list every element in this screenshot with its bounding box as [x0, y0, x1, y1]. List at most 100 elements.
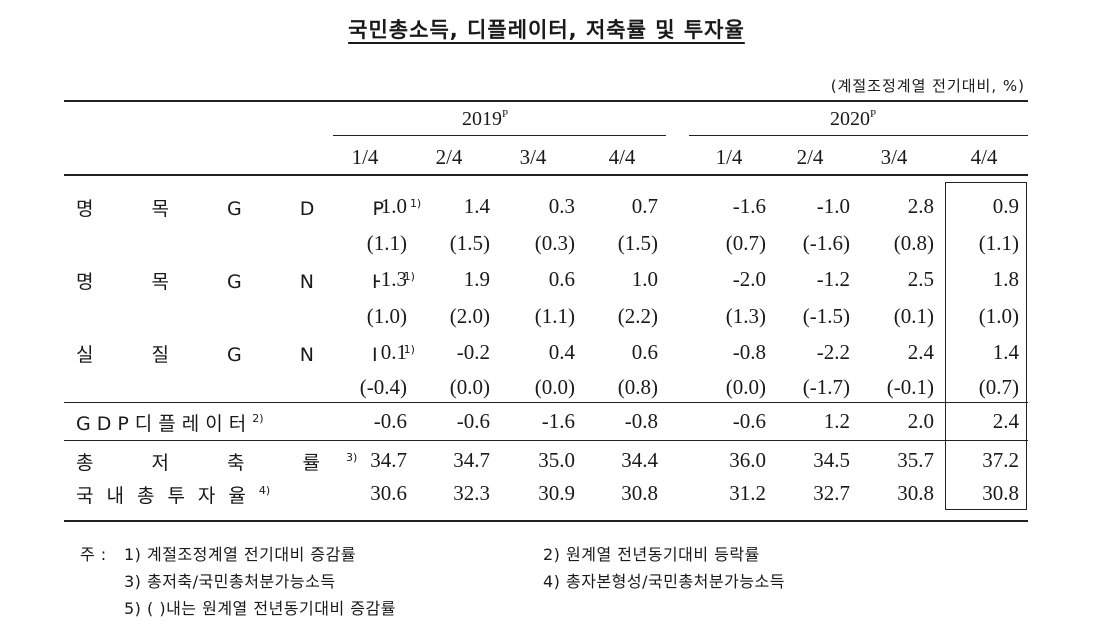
table-cell: (-0.4) [359, 375, 407, 399]
table-cell: -1.0 [816, 194, 850, 218]
table-cell: -0.6 [456, 409, 490, 433]
table-cell: (-1.5) [802, 304, 850, 328]
table-cell: 30.9 [538, 481, 575, 505]
note-3: 3) 총저축/국민총처분가능소득 [124, 572, 336, 591]
table-cell: 37.2 [982, 448, 1019, 472]
table-cell: (0.1) [893, 304, 934, 328]
table-cell: -1.6 [732, 194, 766, 218]
table-cell: 1.0 [631, 267, 658, 291]
row-label: 명 목 G N I1) [76, 267, 415, 294]
row-label-footnote: 1) [403, 343, 415, 356]
table-title: 국민총소득, 디플레이터, 저축률 및 투자율 [348, 18, 745, 42]
table-cell: (0.8) [617, 375, 658, 399]
table-cell: -2.2 [816, 340, 850, 364]
table-cell: -1.2 [816, 267, 850, 291]
year-2020-rule [689, 135, 1028, 136]
table-cell: (0.7) [978, 375, 1019, 399]
table-cell: 1.4 [992, 340, 1019, 364]
row-label-footnote: 2) [252, 412, 264, 425]
table-cell: 35.0 [538, 448, 575, 472]
note-1: 1) 계절조정계열 전기대비 증감률 [124, 545, 357, 564]
table-cell: 35.7 [897, 448, 934, 472]
row-label-footnote: 3) [346, 451, 358, 464]
table-cell: (0.8) [893, 231, 934, 255]
unit-label: (계절조정계열 전기대비, %) [830, 77, 1025, 95]
note-4: 4) 총자본형성/국민총처분가능소득 [543, 572, 785, 591]
quarter-header: 1/4 [351, 145, 379, 169]
quarter-header: 1/4 [715, 145, 743, 169]
deflator-top-rule [64, 402, 1028, 403]
row-label-text: 명 목 G N I [76, 271, 404, 293]
table-cell: 36.0 [729, 448, 766, 472]
table-cell: 30.8 [982, 481, 1019, 505]
table-cell: (1.1) [534, 304, 575, 328]
table-cell: (1.5) [617, 231, 658, 255]
table-cell: 0.1 [380, 340, 407, 364]
notes-prefix: 주 : [80, 545, 107, 564]
table-cell: 32.3 [453, 481, 490, 505]
table-cell: (-1.7) [802, 375, 850, 399]
table-cell: 2.4 [992, 409, 1019, 433]
table-cell: 0.6 [631, 340, 658, 364]
table-cell: (0.7) [725, 231, 766, 255]
table-cell: (0.3) [534, 231, 575, 255]
table-cell: -0.6 [373, 409, 407, 433]
table-cell: -2.0 [732, 267, 766, 291]
table-cell: 1.4 [463, 194, 490, 218]
table-cell: 2.5 [907, 267, 934, 291]
row-label-text: 명 목 G D P [76, 198, 410, 220]
table-cell: -1.0 [373, 194, 407, 218]
row-label-text: 실 질 G N I [76, 344, 404, 366]
table-cell: 31.2 [729, 481, 766, 505]
table-cell: 2.8 [907, 194, 934, 218]
table-cell: -0.8 [624, 409, 658, 433]
quarter-header: 4/4 [608, 145, 636, 169]
table-cell: 0.7 [631, 194, 658, 218]
deflator-bottom-rule [64, 440, 1028, 441]
row-label: 명 목 G D P1) [76, 194, 421, 221]
table-cell: -0.8 [732, 340, 766, 364]
table-cell: 30.6 [370, 481, 407, 505]
table-cell: 32.7 [813, 481, 850, 505]
table-cell: -1.3 [373, 267, 407, 291]
header-rule [64, 174, 1028, 176]
row-label: 국내총투자율4) [76, 481, 296, 508]
table-cell: (1.5) [449, 231, 490, 255]
table-cell: 34.5 [813, 448, 850, 472]
table-cell: (-1.6) [802, 231, 850, 255]
note-2: 2) 원계열 전년동기대비 등락률 [543, 545, 760, 564]
row-label-footnote: 4) [258, 484, 271, 497]
table-cell: (-0.1) [886, 375, 934, 399]
table-cell: 30.8 [897, 481, 934, 505]
row-label-text: GDP디플레이터 [76, 413, 253, 435]
row-label-footnote: 1) [409, 197, 422, 210]
table-cell: -0.6 [732, 409, 766, 433]
row-label-text: 국내총투자율 [76, 485, 259, 507]
highlight-box [945, 182, 1027, 510]
table-cell: 30.8 [621, 481, 658, 505]
table-cell: (1.3) [725, 304, 766, 328]
row-label: GDP디플레이터2) [76, 409, 296, 436]
table-cell: (0.0) [725, 375, 766, 399]
quarter-header: 3/4 [519, 145, 547, 169]
table-cell: 2.0 [907, 409, 934, 433]
table-cell: (1.1) [366, 231, 407, 255]
table-cell: (1.1) [978, 231, 1019, 255]
table-cell: 0.3 [548, 194, 575, 218]
table-cell: (1.0) [366, 304, 407, 328]
table-cell: 1.8 [992, 267, 1019, 291]
row-label: 실 질 G N I1) [76, 340, 415, 367]
quarter-header: 3/4 [880, 145, 908, 169]
table-cell: 2.4 [907, 340, 934, 364]
table-cell: (0.0) [534, 375, 575, 399]
table-cell: (2.2) [617, 304, 658, 328]
row-label: 총 저 축 률3) [76, 448, 357, 475]
quarter-header: 2/4 [796, 145, 824, 169]
table-cell: (1.0) [978, 304, 1019, 328]
bottom-rule [64, 520, 1028, 522]
table-cell: 1.9 [463, 267, 490, 291]
row-label-footnote: 1) [403, 270, 415, 283]
quarter-header: 2/4 [435, 145, 463, 169]
table-cell: -1.6 [541, 409, 575, 433]
top-rule [64, 100, 1028, 102]
